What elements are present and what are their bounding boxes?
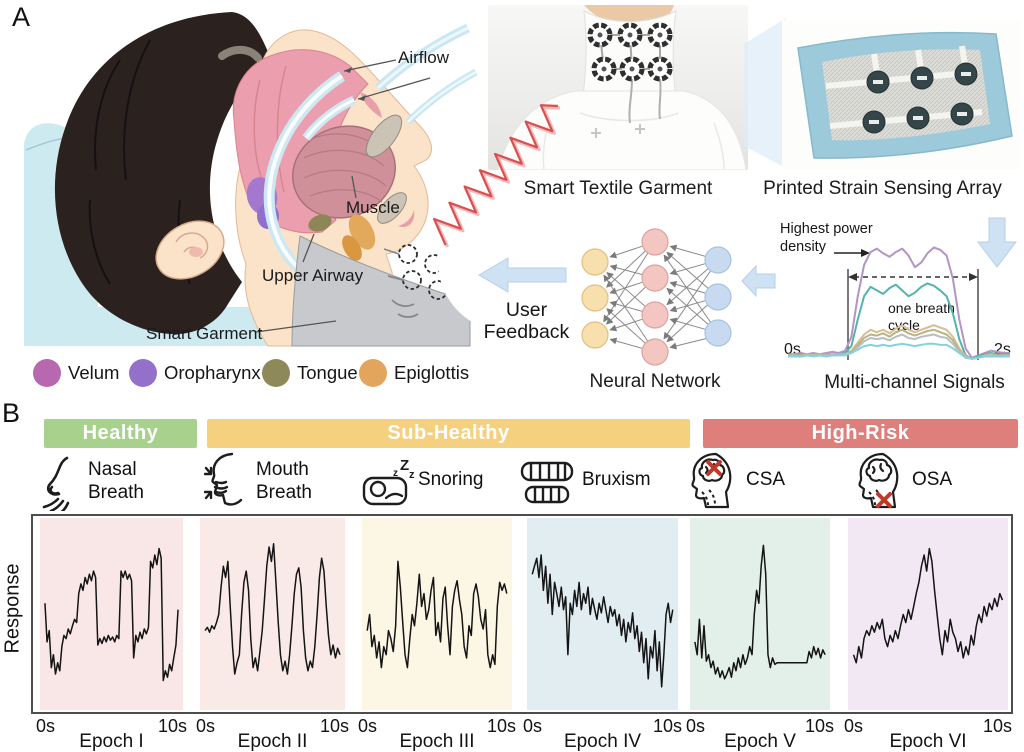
array-caption: Printed Strain Sensing Array [763, 178, 1002, 199]
category-healthy: Healthy [44, 419, 197, 448]
epoch-6-trace [848, 518, 1008, 710]
lower-teeth [377, 192, 407, 224]
muscle-label: Muscle [346, 198, 400, 217]
condition-bruxism-label: Bruxism [582, 469, 651, 490]
epoch-1-t0: 0s [36, 716, 56, 736]
panel-b-label: B [2, 398, 21, 428]
epoch-3-trace [362, 518, 512, 710]
epoch-3-panel [362, 518, 512, 710]
power-density-label-1: Highest power [780, 221, 873, 237]
flow-arrow-left-icon [741, 264, 776, 298]
velum-dot [33, 359, 61, 387]
hair [54, 12, 269, 335]
flow-arrow-down-icon [976, 217, 1018, 268]
input-layer-nodes [581, 248, 609, 349]
epoch-5-t1: 10s [804, 716, 834, 736]
legend-item-tongue: Tongue [262, 359, 358, 387]
epoch-1-t1: 10s [157, 716, 187, 736]
epoch-1-panel [40, 518, 183, 710]
garment-caption: Smart Textile Garment [523, 178, 713, 199]
epoch-6-name: Epoch VI [889, 731, 967, 752]
legend-item-velum: Velum [33, 359, 119, 387]
epoch-2-t0: 0s [196, 716, 216, 736]
condition-csa-label: CSA [746, 469, 786, 490]
svg-text:z: z [393, 468, 398, 479]
epoch-2-name: Epoch II [237, 731, 308, 752]
epoch-3-t0: 0s [358, 716, 378, 736]
response-axis-label: Response [1, 563, 24, 654]
mouth-breath-head-icon [204, 452, 243, 506]
hidden-layer-nodes [641, 228, 669, 366]
epoch-3-t1: 10s [486, 716, 516, 736]
network-edges [603, 244, 712, 350]
osa-red-x [876, 492, 892, 508]
output-layer-nodes [704, 246, 732, 347]
neural-network-diagram [581, 228, 732, 366]
category-sub-healthy: Sub-Healthy [207, 419, 690, 448]
epoch-5-name: Epoch V [724, 731, 796, 752]
upper-airway-label: Upper Airway [262, 266, 364, 285]
epoch-6-t0: 0s [844, 716, 864, 736]
epoch-6-panel [848, 518, 1008, 710]
network-caption: Neural Network [589, 371, 721, 392]
snoring-icon: Z z z [362, 457, 415, 506]
garment-shoulders [497, 90, 747, 170]
smart-textile-garment-photo [488, 5, 748, 170]
svg-text:z: z [409, 469, 415, 481]
svg-text:Z: Z [400, 457, 409, 474]
airflow-label: Airflow [398, 48, 450, 67]
epiglottis-label: Epiglottis [394, 362, 470, 383]
legend-item-oropharynx: Oropharynx [129, 359, 261, 387]
epoch-5-t0: 0s [686, 716, 706, 736]
epoch-4-panel [527, 518, 678, 710]
epoch-3-name: Epoch III [399, 731, 475, 752]
power-density-label-2: density [780, 239, 827, 255]
multichannel-plot: Highest power density one breath cycle 0… [780, 221, 1011, 360]
epoch-6-t1: 10s [982, 716, 1012, 736]
epoch-2-t1: 10s [319, 716, 349, 736]
velum-label: Velum [68, 362, 120, 383]
breath-cycle-label-1: one breath [888, 300, 955, 316]
epoch-2-trace [200, 518, 345, 710]
condition-nasal-breath-label: Nasal Breath [88, 459, 144, 503]
epoch-2-panel [200, 518, 345, 710]
upper-teeth [365, 114, 403, 158]
condition-snoring-label: Snoring [418, 469, 484, 490]
epoch-4-trace [527, 518, 678, 710]
tongue-label: Tongue [297, 362, 358, 383]
oropharynx-label: Oropharynx [164, 362, 261, 383]
epoch-4-name: Epoch IV [563, 731, 642, 752]
epoch-5-panel [690, 518, 830, 710]
array-sensors [862, 62, 978, 134]
epoch-1-trace [40, 518, 183, 710]
strain-sensing-array-photo [782, 20, 1020, 170]
osa-head-icon [858, 452, 899, 509]
tongue-base-region [308, 214, 332, 232]
sleeping-head-anatomy-illustration: Airflow Muscle Upper Airway Smart Garmen… [23, 12, 478, 347]
user-feedback-arrow-icon [478, 257, 567, 293]
panel-a-label: A [12, 2, 31, 32]
zoom-beam [744, 18, 786, 168]
teeth-bruxism-icon [520, 461, 574, 504]
condition-osa-label: OSA [912, 469, 953, 490]
condition-mouth-breath-label: Mouth Breath [256, 459, 312, 503]
csa-head-icon [691, 452, 732, 509]
category-high-risk: High-Risk [703, 419, 1018, 448]
oropharynx-dot [129, 359, 157, 387]
tongue-dot [262, 359, 290, 387]
legend-item-epiglottis: Epiglottis [359, 359, 469, 387]
epiglottis-dot [359, 359, 387, 387]
epoch-5-trace [690, 518, 830, 710]
epoch-4-t0: 0s [523, 716, 543, 736]
user-feedback-label: User Feedback [483, 299, 570, 343]
nose-icon [42, 456, 70, 511]
eyebrow [218, 45, 262, 62]
power-density-arrow [861, 249, 870, 257]
epoch-4-t1: 10s [652, 716, 682, 736]
smart-garment-label: Smart Garment [146, 324, 262, 343]
multichannel-caption: Multi-channel Signals [824, 372, 1005, 393]
epoch-1-name: Epoch I [79, 731, 144, 752]
csa-red-x [706, 460, 722, 476]
